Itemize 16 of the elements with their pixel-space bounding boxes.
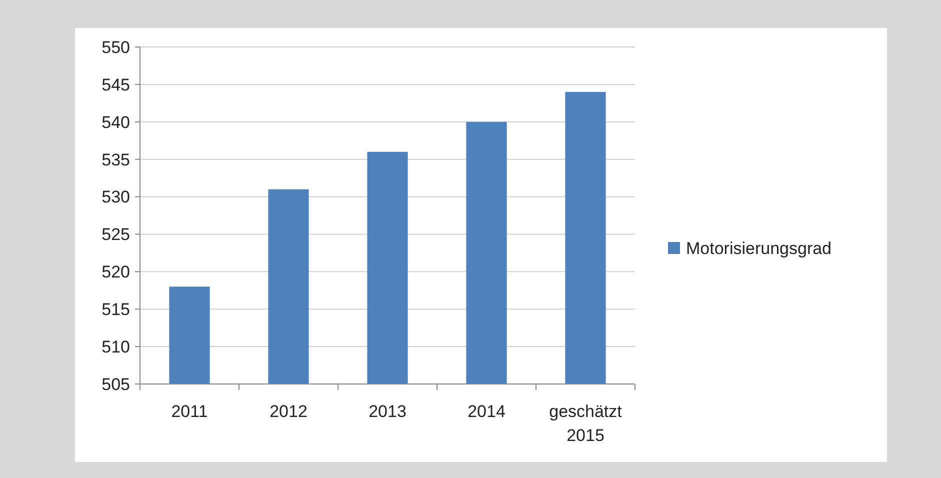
y-tick-label: 540 <box>102 112 130 132</box>
y-tick-label: 550 <box>102 38 130 57</box>
y-tick-label: 505 <box>102 374 130 394</box>
y-tick-label: 530 <box>102 188 130 207</box>
x-tick-label: 2012 <box>270 402 308 421</box>
x-tick-label: 2011 <box>171 402 208 421</box>
y-tick-label: 510 <box>102 338 130 357</box>
x-tick-label: 2014 <box>468 402 506 421</box>
y-tick-label: 535 <box>102 150 130 170</box>
y-tick-label: 545 <box>102 75 130 94</box>
y-tick-label: 525 <box>102 225 130 244</box>
x-tick-label: geschätzt 2015 <box>549 402 622 445</box>
legend-label: Motorisierungsgrad <box>686 238 832 258</box>
y-tick-label: 520 <box>102 262 130 282</box>
x-tick-label: 2013 <box>368 402 406 421</box>
y-tick-label: 515 <box>102 300 130 320</box>
